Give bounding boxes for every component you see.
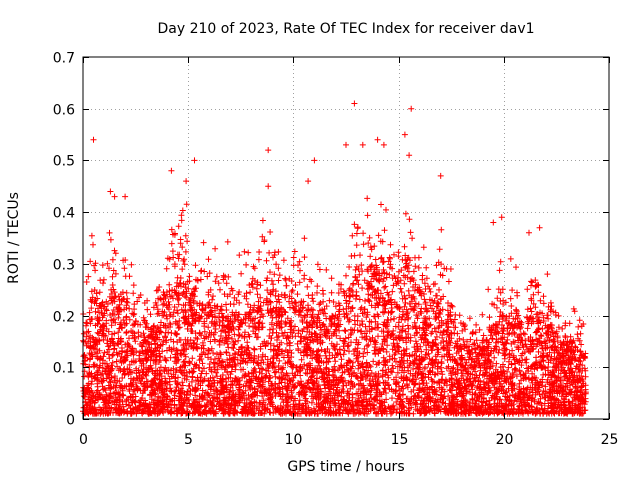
y-tick-label: 0.5 [53, 154, 75, 170]
y-tick-label: 0.7 [53, 51, 75, 67]
y-tick-label: 0.4 [53, 206, 75, 222]
y-tick-label: 0.3 [53, 258, 75, 274]
chart-title: Day 210 of 2023, Rate Of TEC Index for r… [157, 21, 534, 37]
axis-ticks [83, 57, 610, 420]
x-tick-label: 25 [601, 432, 619, 448]
grid-lines [83, 57, 609, 419]
x-tick-label: 15 [391, 432, 409, 448]
x-tick-label: 10 [285, 432, 303, 448]
y-tick-label: 0.1 [53, 361, 75, 377]
y-axis-label: ROTI / TECUs [6, 192, 22, 284]
y-tick-labels: 0 0.1 0.2 0.3 0.4 0.5 0.6 0.7 [53, 51, 75, 429]
x-tick-label: 5 [184, 432, 193, 448]
y-tick-label: 0.2 [53, 310, 75, 326]
y-tick-label: 0 [66, 413, 75, 429]
x-tick-label: 0 [79, 432, 88, 448]
plot-frame [82, 56, 610, 420]
x-axis-label: GPS time / hours [287, 459, 404, 475]
x-tick-labels: 0 5 10 15 20 25 [79, 432, 618, 448]
y-tick-label: 0.6 [53, 103, 75, 119]
x-tick-label: 20 [496, 432, 514, 448]
